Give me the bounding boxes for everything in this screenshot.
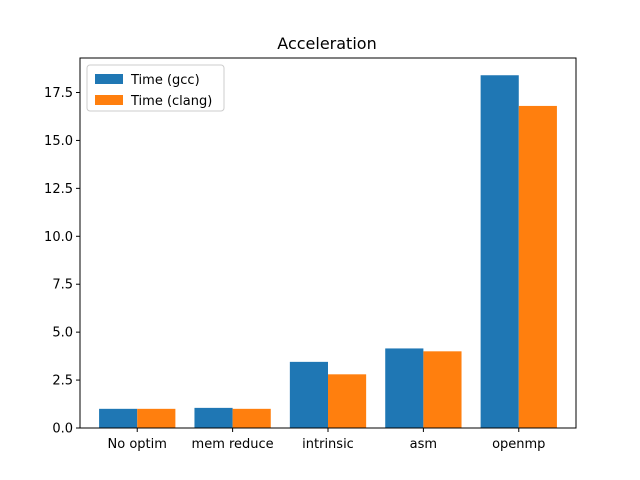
y-tick-label: 12.5 (44, 182, 73, 197)
y-tick-label: 7.5 (52, 278, 73, 293)
bar-gcc-4 (480, 75, 519, 428)
plot-area (99, 75, 557, 429)
x-tick-label: intrinsic (302, 437, 354, 452)
legend-swatch-clang (95, 95, 123, 105)
x-tick-label: No optim (108, 437, 167, 452)
legend-label-clang: Time (clang) (130, 94, 212, 109)
bar-clang-3 (423, 351, 462, 428)
legend-swatch-gcc (95, 74, 123, 84)
bar-clang-0 (137, 408, 176, 428)
y-tick-label: 17.5 (44, 86, 73, 101)
y-tick-label: 10.0 (44, 230, 73, 245)
legend: Time (gcc) Time (clang) (86, 64, 225, 112)
bar-clang-4 (518, 105, 557, 429)
x-tick-label: openmp (492, 437, 545, 452)
x-tick-label: asm (410, 437, 437, 452)
y-tick-label: 15.0 (44, 134, 73, 149)
x-axis: No optim mem reduce intrinsic asm openmp (108, 428, 545, 452)
y-tick-label: 0.0 (52, 422, 73, 437)
y-tick-label: 2.5 (52, 374, 73, 389)
bar-gcc-3 (385, 348, 424, 428)
chart-title: Acceleration (277, 34, 376, 53)
bar-gcc-1 (194, 407, 233, 428)
legend-label-gcc: Time (gcc) (130, 73, 200, 88)
bar-gcc-0 (99, 408, 138, 428)
x-tick-label: mem reduce (192, 437, 274, 452)
bar-clang-2 (328, 374, 367, 428)
bar-gcc-2 (289, 361, 328, 428)
bar-clang-1 (232, 408, 271, 428)
y-axis: 0.0 2.5 5.0 7.5 10.0 12.5 15.0 17.5 (44, 86, 80, 437)
y-tick-label: 5.0 (52, 326, 73, 341)
